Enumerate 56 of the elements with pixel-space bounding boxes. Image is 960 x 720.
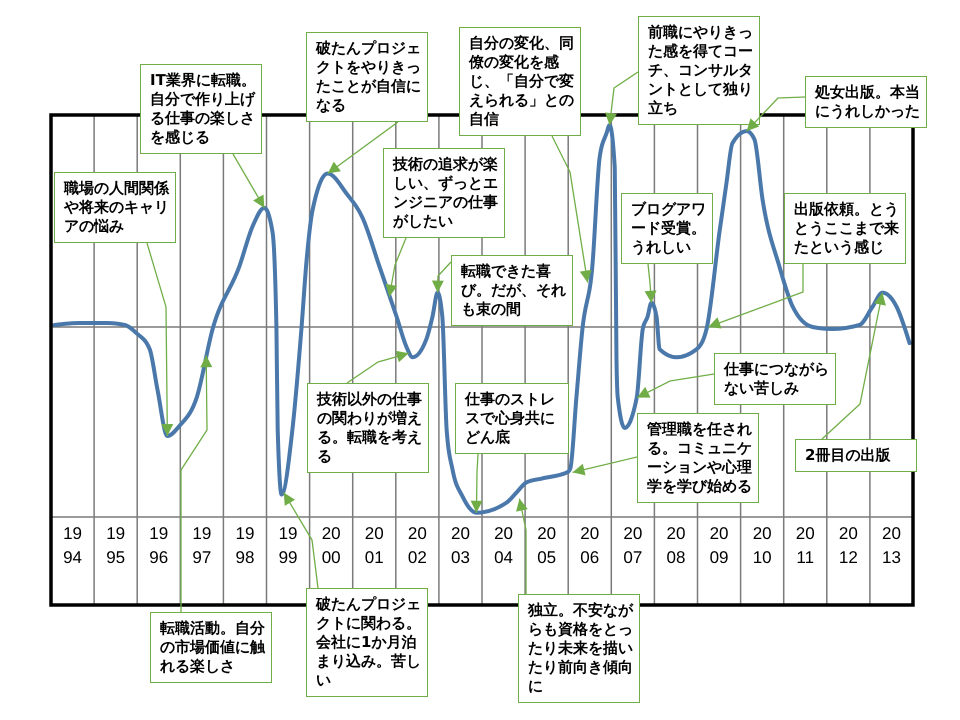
annotation: 2冊目の出版 — [805, 446, 890, 464]
x-tick-label: 20 08 — [666, 524, 686, 567]
annotation: 破たんプロジェクトに関わる。会社に1か月泊まり込み。苦しい — [316, 595, 421, 689]
callout-box: 前職にやりきった感を得てコーチ、コンサルタントとして独り立ち — [638, 16, 760, 125]
x-tick-label: 19 96 — [149, 524, 168, 567]
x-tick-label: 19 98 — [235, 524, 254, 567]
callout-box: 破たんプロジェクトをやりきったことが自信になる — [306, 32, 428, 122]
x-tick-label: 19 94 — [63, 524, 82, 567]
annotation: 転職できた喜び。だが、それも束の間 — [461, 262, 566, 318]
x-tick-label: 20 00 — [322, 524, 341, 567]
x-tick-label: 20 10 — [752, 524, 772, 567]
x-tick-label: 20 09 — [710, 524, 729, 567]
annotation: 技術以外の仕事の関わりが増える。転職を考える — [317, 390, 422, 465]
callout-box: 管理職を任される。コミュニケーションや心理学を学び始める — [637, 413, 759, 503]
x-tick-label: 20 13 — [882, 524, 901, 567]
callout-box: 職場の人間関係や将来のキャリアの悩み — [54, 172, 176, 243]
x-tick-label: 19 97 — [192, 524, 212, 567]
annotation: 独立。不安ながらも資格をとったり未来を描いたり前向き傾向に — [528, 601, 633, 695]
callout-box: IT業界に転職。自分で作り上げる仕事の楽しさを感じる — [140, 64, 262, 154]
x-tick-label: 20 12 — [838, 524, 858, 567]
x-tick-label: 20 11 — [796, 524, 815, 567]
x-tick-label: 20 02 — [408, 524, 427, 567]
annotation: 処女出版。本当にうれしかった — [815, 83, 920, 120]
annotation: IT業界に転職。自分で作り上げる仕事の楽しさを感じる — [150, 71, 256, 146]
x-tick-label: 20 06 — [580, 524, 600, 567]
annotation: 転職活動。自分の市場価値に触れる楽しさ — [160, 619, 265, 675]
x-tick-label: 20 07 — [623, 524, 642, 567]
callout-box: 出版依頼。とうとうここまで来たという感じ — [784, 193, 906, 264]
callout-box: 転職できた喜び。だが、それも束の間 — [451, 255, 573, 326]
callout-box: 仕事のストレスで心身共にどん底 — [455, 383, 569, 454]
callout-box: 2冊目の出版 — [795, 439, 917, 472]
callout-box: 転職活動。自分の市場価値に触れる楽しさ — [150, 612, 272, 683]
annotation: 破たんプロジェクトをやりきったことが自信になる — [316, 39, 421, 114]
x-tick-label: 19 95 — [106, 524, 126, 567]
annotation: 技術の追求が楽しい、ずっとエンジニアの仕事がしたい — [393, 155, 498, 230]
annotation: 管理職を任される。コミュニケーションや心理学を学び始める — [647, 420, 752, 495]
annotation: 自分の変化、同僚の変化を感じ、「自分で変えられる」との自信 — [469, 34, 574, 128]
x-tick-label: 19 99 — [278, 524, 298, 567]
callout-box: 仕事につながらない苦しみ — [714, 353, 836, 405]
callout-box: 自分の変化、同僚の変化を感じ、「自分で変えられる」との自信 — [459, 27, 581, 136]
x-tick-label: 20 01 — [364, 524, 384, 567]
annotation: ブログアワード受賞。うれしい — [631, 200, 706, 256]
callout-box: 独立。不安ながらも資格をとったり未来を描いたり前向き傾向に — [518, 594, 640, 703]
callout-box: 破たんプロジェクトに関わる。会社に1か月泊まり込み。苦しい — [306, 588, 428, 697]
x-tick-label: 20 05 — [537, 524, 556, 567]
x-tick-label: 20 03 — [450, 524, 470, 567]
x-tick-label: 20 04 — [494, 524, 514, 567]
annotation: 仕事のストレスで心身共にどん底 — [465, 390, 555, 446]
annotation: 仕事につながらない苦しみ — [724, 360, 829, 397]
callout-box: 処女出版。本当にうれしかった — [805, 76, 927, 128]
annotation: 出版依頼。とうとうここまで来たという感じ — [794, 200, 899, 256]
annotation: 前職にやりきった感を得てコーチ、コンサルタントとして独り立ち — [648, 23, 753, 117]
callout-box: 技術の追求が楽しい、ずっとエンジニアの仕事がしたい — [383, 148, 505, 238]
callout-box: ブログアワード受賞。うれしい — [621, 193, 713, 264]
annotation: 職場の人間関係や将来のキャリアの悩み — [64, 179, 169, 235]
callout-box: 技術以外の仕事の関わりが増える。転職を考える — [307, 383, 429, 473]
